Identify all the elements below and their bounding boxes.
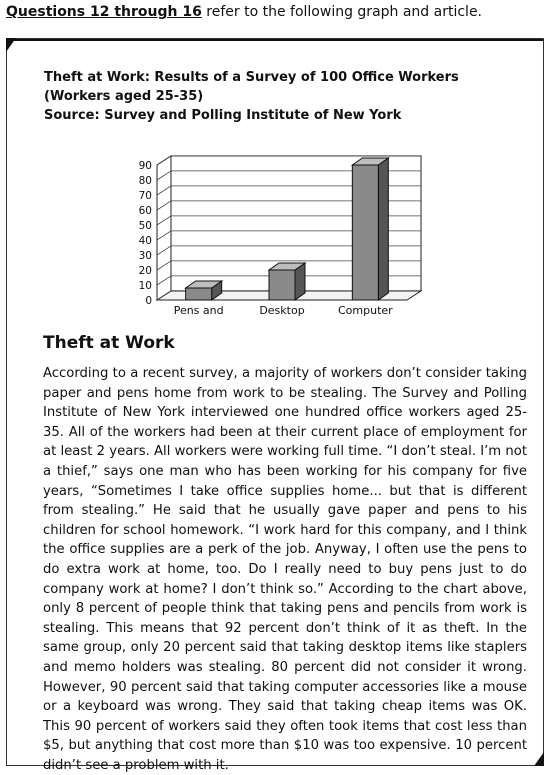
y-tick-label: 80 (139, 175, 152, 187)
grid-line-side (156, 275, 172, 286)
grid-line-side (156, 215, 172, 226)
intro-text: refer to the following graph and article… (201, 4, 483, 20)
grid-line-side (156, 200, 172, 211)
x-tick-label: Computer (338, 304, 393, 317)
bar (185, 287, 213, 301)
x-tick-label: Pens and (174, 304, 224, 317)
grid-line-side (156, 230, 172, 241)
caption-title: Theft at Work: Results of a Survey of 10… (44, 70, 459, 85)
x-tick-label: Accessories (333, 317, 398, 319)
y-tick-label: 60 (139, 205, 152, 217)
grid-line-side (156, 155, 172, 166)
article-title: Theft at Work (43, 333, 175, 353)
article-body: According to a recent survey, a majority… (43, 366, 527, 773)
grid-line-side (156, 185, 172, 196)
caption-source: Source: Survey and Polling Institute of … (44, 108, 402, 123)
x-tick-label: Desktop (259, 304, 304, 317)
bar (351, 164, 379, 301)
bar-side (377, 157, 389, 301)
passage-box: Theft at Work: Results of a Survey of 10… (6, 38, 544, 773)
y-tick-label: 30 (139, 250, 152, 262)
y-tick-label: 90 (139, 160, 152, 172)
y-tick-label: 20 (139, 265, 152, 277)
bar-chart: 0 10 20 30 40 50 60 70 80 90 Pens andPencils Deskto… (139, 154, 423, 319)
y-tick-label: 0 (145, 295, 152, 307)
y-tick-label: 40 (139, 235, 152, 247)
box-corner-bottom-right (534, 752, 544, 766)
chart-caption: Theft at Work: Results of a Survey of 10… (44, 68, 459, 125)
grid-line-side (156, 260, 172, 271)
intro-line: Questions 12 through 16 refer to the fol… (6, 4, 482, 20)
box-top-rule (7, 39, 543, 41)
x-tick-label: Items (267, 317, 298, 319)
y-tick-label: 70 (139, 190, 152, 202)
box-corner-top-left (6, 38, 16, 52)
x-tick-label: Pencils (180, 317, 218, 319)
grid-line-side (156, 290, 172, 301)
bar (268, 269, 296, 301)
question-range: Questions 12 through 16 (6, 4, 202, 20)
y-tick-label: 10 (139, 280, 152, 292)
y-tick-label: 50 (139, 220, 152, 232)
caption-subtitle: (Workers aged 25-35) (44, 89, 204, 104)
chart-side-wall (156, 154, 172, 301)
grid-line-side (156, 170, 172, 181)
grid-line-side (156, 245, 172, 256)
